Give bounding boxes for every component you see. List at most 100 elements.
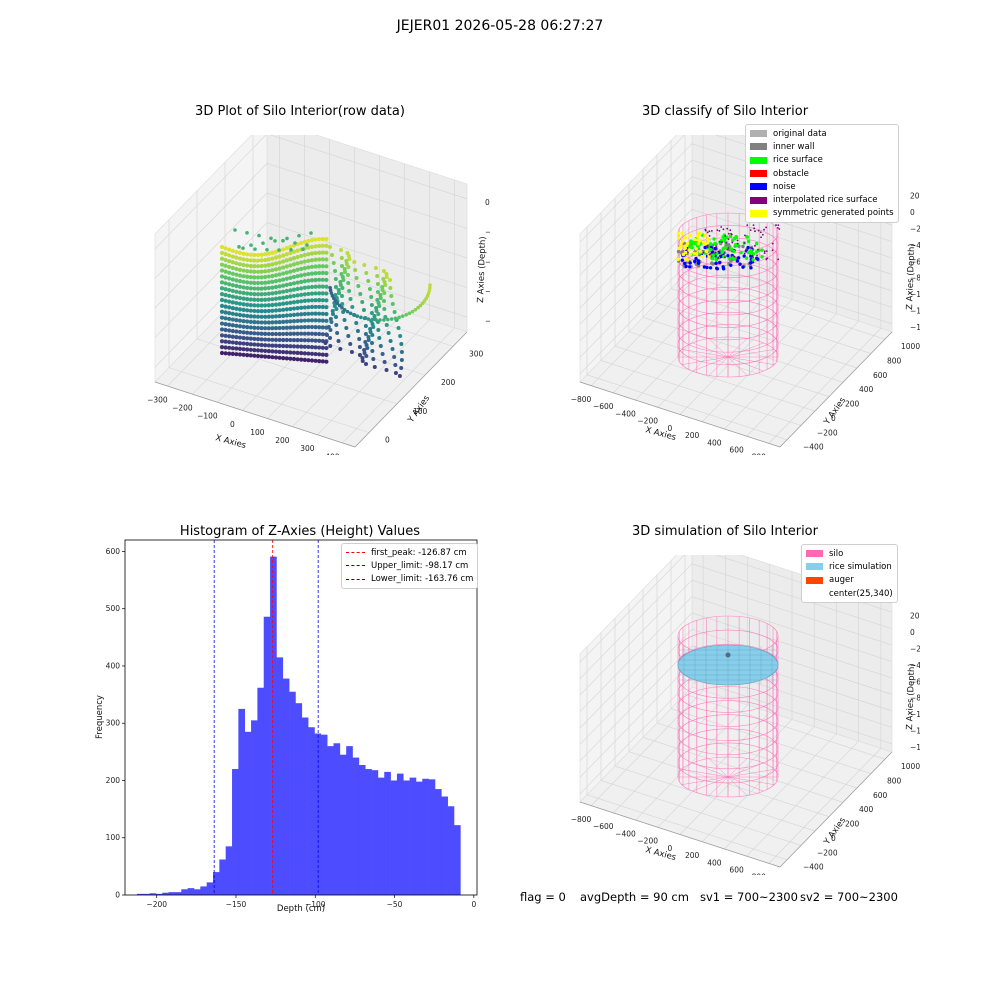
data-point: [348, 342, 353, 346]
data-point: [259, 320, 264, 325]
data-point: [252, 264, 257, 269]
data-point: [263, 326, 268, 331]
x-tick-label: 300: [300, 444, 315, 453]
data-point: [270, 355, 275, 360]
data-point: [392, 310, 397, 314]
classified-point: [680, 231, 684, 236]
data-point: [219, 286, 225, 291]
plot-frame: [124, 539, 478, 896]
data-point: [291, 350, 297, 355]
data-point: [255, 337, 261, 342]
data-point: [288, 356, 293, 361]
data-point: [332, 304, 337, 308]
data-point: [263, 297, 268, 302]
grid-line: [154, 251, 468, 368]
data-point: [255, 292, 261, 297]
data-point: [428, 285, 432, 290]
grid-line: [670, 708, 872, 774]
data-point: [219, 315, 225, 320]
grid-line: [586, 794, 788, 861]
y-tick-label: 200: [441, 378, 456, 387]
classified-point: [777, 258, 780, 261]
data-point: [285, 236, 289, 241]
data-point: [241, 335, 246, 341]
data-point: [245, 313, 250, 319]
data-point: [302, 239, 307, 244]
x-tick-label: −600: [593, 402, 614, 411]
data-point: [277, 278, 282, 283]
data-point: [302, 305, 307, 310]
data-point: [306, 265, 311, 270]
y-tick-label: 300: [106, 719, 121, 728]
status-sv2: sv2 = 700~2300: [800, 890, 898, 904]
data-point: [219, 244, 225, 250]
data-point: [317, 325, 322, 330]
data-point: [252, 308, 257, 314]
data-point: [335, 331, 340, 335]
data-point: [291, 249, 297, 254]
data-point: [309, 264, 315, 270]
data-point: [252, 348, 257, 353]
data-point: [399, 358, 404, 362]
data-point: [382, 318, 386, 322]
classified-point: [727, 247, 730, 249]
classified-point: [696, 242, 700, 246]
data-point: [219, 350, 225, 356]
classified-point: [722, 228, 725, 231]
classified-point: [729, 229, 732, 232]
histogram-bar: [200, 886, 207, 895]
data-point: [263, 337, 268, 342]
data-point: [346, 265, 351, 269]
data-point: [288, 281, 293, 287]
classified-point: [738, 262, 742, 266]
data-point: [223, 275, 228, 280]
data-point: [245, 257, 250, 263]
data-point: [248, 314, 253, 319]
data-point: [375, 282, 380, 286]
data-point: [295, 338, 300, 343]
legend-item-upper-limit: Upper_limit: -98.17 cm: [346, 559, 473, 572]
data-point: [375, 274, 380, 278]
data-point: [227, 351, 232, 356]
data-point: [273, 331, 279, 337]
data-point: [334, 315, 339, 319]
z-tick-label: 200: [910, 191, 920, 200]
data-point: [270, 256, 275, 261]
data-point: [277, 355, 282, 360]
grid-line: [600, 360, 802, 426]
data-point: [413, 307, 418, 312]
histogram-bar: [434, 789, 442, 895]
data-point: [306, 338, 311, 343]
data-point: [245, 274, 250, 279]
data-point: [255, 264, 261, 269]
data-point: [234, 289, 239, 294]
data-point: [390, 302, 395, 306]
data-point: [252, 286, 257, 291]
data-point: [281, 289, 286, 294]
histogram-bar: [174, 892, 182, 895]
silo-floor-spoke: [708, 776, 729, 796]
grid-line: [684, 693, 886, 760]
silo-floor-spoke: [708, 758, 729, 778]
data-point: [378, 293, 383, 297]
data-point: [371, 325, 376, 329]
z-tick-label: −100: [485, 257, 490, 266]
data-point: [223, 339, 228, 344]
data-point: [389, 317, 394, 321]
silo-floor-spoke: [727, 762, 764, 778]
data-point: [273, 273, 279, 278]
classified-point: [732, 249, 736, 254]
data-point: [369, 311, 374, 315]
classified-point: [729, 263, 733, 267]
classified-point: [752, 224, 755, 227]
data-point: [230, 328, 235, 334]
classified-point: [760, 236, 762, 239]
data-point: [284, 270, 289, 275]
data-point: [348, 297, 353, 301]
data-point: [277, 337, 282, 343]
data-point: [259, 331, 264, 336]
grid-line: [154, 222, 468, 338]
data-point: [284, 337, 289, 343]
histogram-bar: [308, 727, 315, 895]
data-point: [345, 251, 350, 255]
